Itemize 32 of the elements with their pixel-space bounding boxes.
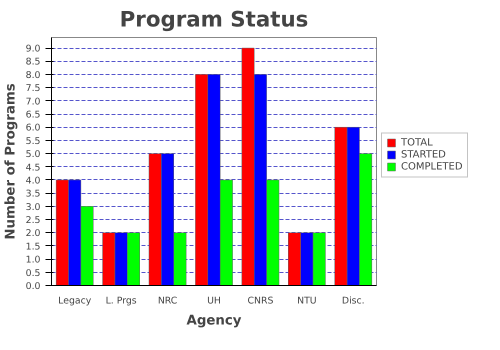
y-tick-label: 6.0 [26,122,41,134]
y-tick-label: 0.0 [26,281,41,292]
x-tick-label: CNRS [247,296,274,306]
y-tick-label: 4.0 [26,175,41,186]
y-tick-label: 4.5 [26,162,41,174]
y-axis-title: Number of Programs [4,83,19,240]
y-tick-label: 9.0 [26,44,41,55]
y-tick-label: 3.0 [26,202,41,213]
x-tick-label: NTU [297,296,317,306]
legend-label: TOTAL [401,137,433,148]
legend-label: COMPLETED [401,161,463,172]
y-tick-label: 5.0 [26,149,41,160]
y-tick-label: 2.5 [26,215,41,226]
y-tick-label: 1.0 [26,254,41,266]
y-tick-label: 2.0 [26,228,41,240]
x-tick-label: Disc. [342,296,365,306]
y-tick-label: 3.5 [26,188,41,200]
x-axis-title: Agency [186,314,242,328]
x-tick-label: L. Prgs [106,296,137,306]
y-tick-label: 0.5 [26,268,41,279]
y-tick-label: 7.5 [26,83,41,94]
y-tick-label: 8.0 [26,70,41,81]
y-tick-label: 1.5 [26,241,41,252]
y-tick-label: 6.5 [26,110,41,121]
y-tick-label: 8.5 [26,56,41,68]
x-tick-label: NRC [158,296,178,306]
y-tick-label: 7.0 [26,96,41,108]
legend-label: STARTED [401,149,446,160]
x-tick-label: UH [207,296,221,306]
y-tick-label: 5.5 [26,136,41,147]
chart-title: Program Status [120,8,308,32]
x-tick-label: Legacy [58,296,92,306]
